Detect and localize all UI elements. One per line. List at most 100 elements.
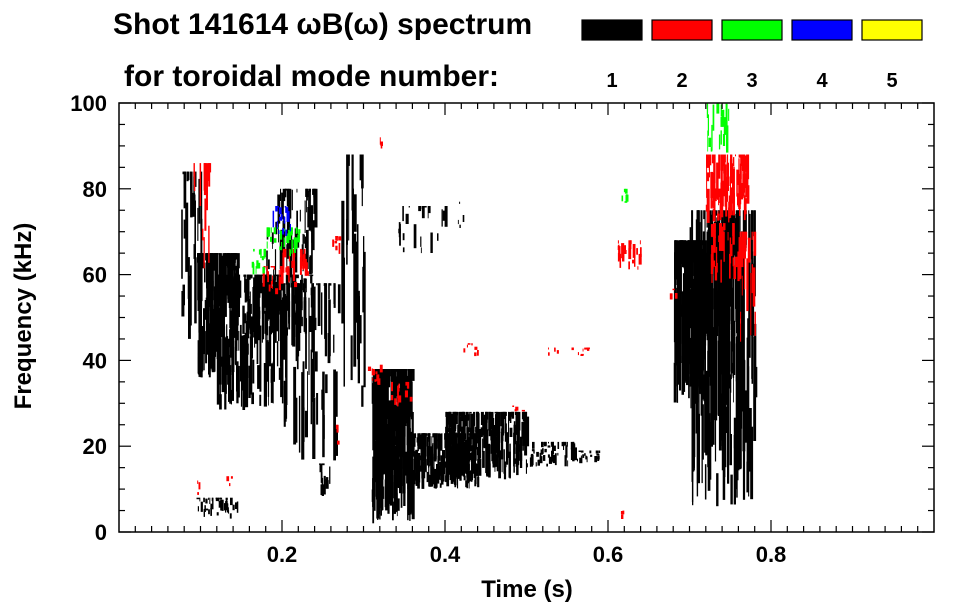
- data-point: [268, 227, 271, 237]
- data-point: [723, 162, 726, 174]
- data-point: [294, 248, 296, 258]
- data-point: [516, 411, 519, 434]
- data-point: [284, 188, 287, 197]
- data-point: [445, 475, 448, 482]
- data-point: [278, 207, 282, 215]
- data-point: [306, 188, 308, 201]
- data-point: [466, 427, 469, 444]
- data-point: [418, 437, 421, 450]
- data-point: [676, 251, 679, 311]
- data-point: [731, 261, 733, 289]
- data-point: [736, 336, 740, 354]
- data-point: [279, 246, 281, 251]
- data-point: [386, 476, 388, 490]
- data-point: [298, 395, 301, 453]
- data-point: [314, 317, 317, 331]
- data-point: [700, 337, 704, 386]
- data-point: [473, 458, 476, 479]
- data-point: [733, 197, 735, 216]
- data-point: [718, 210, 721, 236]
- data-point: [254, 299, 258, 344]
- data-point: [546, 463, 548, 467]
- data-point: [205, 508, 209, 511]
- data-point: [732, 257, 735, 267]
- data-point: [285, 188, 288, 191]
- data-point: [276, 220, 278, 230]
- data-point: [492, 418, 495, 440]
- data-point: [432, 433, 436, 436]
- data-point: [516, 411, 520, 423]
- data-point: [428, 474, 432, 487]
- data-point: [681, 333, 684, 395]
- data-point: [219, 253, 222, 277]
- data-point: [740, 389, 743, 429]
- data-point: [386, 442, 389, 473]
- data-point: [531, 449, 534, 452]
- data-point: [465, 411, 467, 427]
- data-point: [272, 285, 273, 289]
- data-point: [513, 421, 516, 454]
- data-point: [537, 459, 540, 466]
- data-point: [723, 231, 727, 287]
- data-point: [239, 324, 242, 382]
- data-point: [713, 273, 716, 346]
- data-point: [704, 210, 706, 324]
- data-point: [708, 154, 712, 166]
- data-point: [707, 306, 710, 458]
- data-point: [235, 314, 238, 337]
- data-point: [275, 206, 278, 212]
- data-point: [477, 459, 481, 468]
- data-point: [333, 369, 336, 461]
- data-point: [503, 411, 505, 434]
- data-point: [264, 248, 266, 259]
- data-point: [306, 278, 307, 293]
- data-point: [272, 210, 275, 228]
- data-point: [252, 263, 255, 275]
- data-point: [693, 360, 696, 458]
- data-point: [397, 385, 399, 399]
- data-point: [625, 194, 629, 202]
- data-point: [491, 416, 494, 444]
- data-point: [687, 295, 690, 365]
- data-point: [536, 451, 539, 457]
- data-point: [259, 310, 261, 319]
- data-point: [456, 467, 459, 478]
- data-point: [689, 301, 691, 329]
- data-point: [323, 475, 326, 495]
- data-point: [632, 259, 635, 264]
- data-point: [723, 117, 727, 135]
- data-point: [412, 369, 415, 381]
- data-point: [426, 436, 429, 466]
- data-point: [420, 236, 422, 247]
- data-point: [732, 223, 734, 237]
- y-tick-label: 20: [83, 434, 107, 459]
- data-point: [551, 450, 554, 457]
- data-point: [417, 460, 420, 489]
- data-point: [329, 466, 331, 484]
- data-point: [461, 449, 464, 476]
- data-point: [442, 456, 445, 467]
- data-point: [504, 411, 507, 442]
- data-point: [476, 411, 479, 429]
- data-point: [275, 221, 278, 235]
- data-point: [391, 384, 394, 455]
- data-point: [322, 463, 325, 466]
- data-point: [380, 141, 383, 146]
- data-point: [556, 350, 559, 354]
- data-point: [733, 157, 735, 167]
- data-point: [378, 454, 382, 497]
- data-point: [459, 224, 461, 228]
- data-point: [411, 464, 413, 508]
- data-point: [288, 229, 292, 240]
- data-point: [282, 252, 285, 273]
- data-point: [696, 413, 700, 484]
- data-point: [231, 274, 233, 306]
- data-point: [426, 433, 428, 436]
- data-point: [303, 253, 305, 258]
- data-point: [311, 214, 313, 243]
- data-point: [455, 411, 458, 425]
- data-point: [439, 461, 442, 475]
- data-point: [251, 392, 254, 405]
- data-point: [434, 444, 437, 460]
- data-point: [230, 332, 232, 352]
